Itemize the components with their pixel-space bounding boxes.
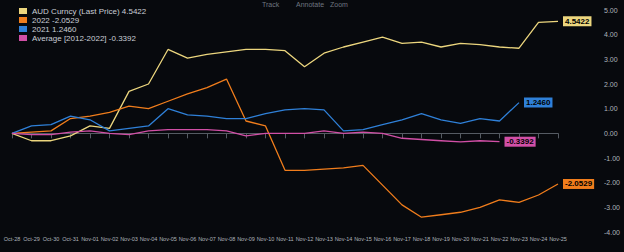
svg-text:Nov-18: Nov-18: [413, 236, 431, 242]
svg-text:Annotate: Annotate: [296, 1, 324, 8]
svg-text:Nov-24: Nov-24: [530, 236, 548, 242]
svg-text:Nov-19: Nov-19: [432, 236, 450, 242]
svg-text:Oct-31: Oct-31: [62, 236, 79, 242]
svg-text:2021 1.2460: 2021 1.2460: [32, 25, 77, 34]
svg-text:Nov-04: Nov-04: [140, 236, 158, 242]
svg-text:1.00: 1.00: [604, 105, 618, 112]
svg-text:Average [2012-2022] -0.3392: Average [2012-2022] -0.3392: [32, 34, 136, 43]
svg-text:1.2460: 1.2460: [526, 98, 551, 107]
svg-text:Nov-20: Nov-20: [452, 236, 470, 242]
svg-text:Nov-21: Nov-21: [471, 236, 489, 242]
svg-text:Nov-23: Nov-23: [510, 236, 528, 242]
svg-text:Nov-16: Nov-16: [374, 236, 392, 242]
svg-text:Nov-05: Nov-05: [159, 236, 177, 242]
svg-text:Nov-11: Nov-11: [276, 236, 293, 242]
svg-text:Nov-07: Nov-07: [198, 236, 216, 242]
svg-text:Nov-13: Nov-13: [315, 236, 333, 242]
svg-text:Nov-08: Nov-08: [218, 236, 236, 242]
svg-text:Nov-09: Nov-09: [237, 236, 255, 242]
svg-text:AUD Curncy (Last Price) 4.5422: AUD Curncy (Last Price) 4.5422: [32, 7, 147, 16]
svg-text:Nov-25: Nov-25: [549, 236, 567, 242]
svg-text:Oct-30: Oct-30: [43, 236, 60, 242]
svg-text:4.00: 4.00: [604, 31, 618, 38]
svg-text:2.00: 2.00: [604, 81, 618, 88]
svg-text:Nov-06: Nov-06: [179, 236, 197, 242]
svg-text:3.00: 3.00: [604, 56, 618, 63]
svg-text:Nov-22: Nov-22: [491, 236, 509, 242]
svg-text:4.5422: 4.5422: [565, 17, 590, 26]
svg-text:Nov-12: Nov-12: [296, 236, 314, 242]
svg-text:-4.00: -4.00: [604, 229, 620, 236]
svg-text:Nov-15: Nov-15: [354, 236, 372, 242]
svg-text:-0.3392: -0.3392: [507, 137, 535, 146]
svg-text:Nov-01: Nov-01: [81, 236, 99, 242]
svg-text:-2.00: -2.00: [604, 179, 620, 186]
svg-text:-3.00: -3.00: [604, 204, 620, 211]
svg-text:-1.00: -1.00: [604, 155, 620, 162]
svg-text:Nov-02: Nov-02: [101, 236, 119, 242]
svg-text:5.00: 5.00: [604, 7, 618, 14]
svg-text:Track: Track: [262, 1, 280, 8]
svg-text:Nov-14: Nov-14: [335, 236, 353, 242]
svg-text:Oct-29: Oct-29: [23, 236, 40, 242]
svg-text:Nov-10: Nov-10: [257, 236, 275, 242]
svg-text:Nov-17: Nov-17: [393, 236, 411, 242]
svg-text:2022 -2.0529: 2022 -2.0529: [32, 16, 80, 25]
svg-text:0.00: 0.00: [604, 130, 618, 137]
svg-text:Nov-03: Nov-03: [120, 236, 138, 242]
svg-text:-2.0529: -2.0529: [565, 179, 593, 188]
svg-text:Zoom: Zoom: [330, 1, 348, 8]
svg-text:Oct-28: Oct-28: [4, 236, 21, 242]
